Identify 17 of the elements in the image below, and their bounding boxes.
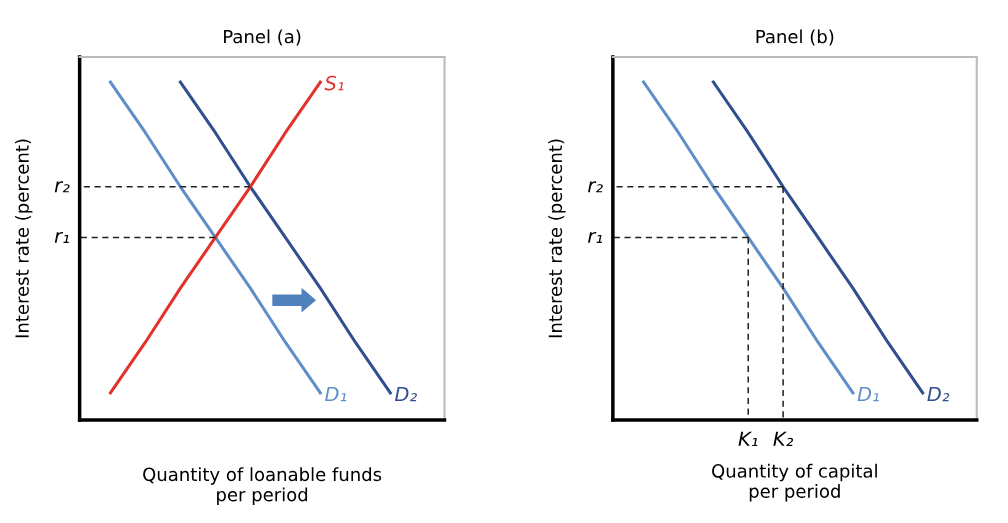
series-label: r₁ [588,231,603,243]
series-label: r₁ [54,231,69,243]
x-tick-label: K₁ [738,431,758,446]
series-label: D₂ [394,386,417,402]
series-label: D₁ [325,386,347,402]
chart-title: Panel (a) [224,29,301,46]
x-tick-label: K₂ [773,431,794,446]
series-label: S₁ [324,75,344,91]
series-label: D₂ [927,386,950,402]
y-axis-title: Interest rate (percent) [14,139,33,338]
chart-title: Panel (b) [756,29,834,46]
x-axis-title: Quantity of capital per period [712,463,877,502]
series-label: D₁ [857,386,879,402]
series-label: r₂ [588,181,603,193]
x-axis-title: Quantity of loanable funds per period [143,467,382,505]
y-axis-title: Interest rate (percent) [548,139,566,338]
series-label: r₂ [54,181,70,193]
